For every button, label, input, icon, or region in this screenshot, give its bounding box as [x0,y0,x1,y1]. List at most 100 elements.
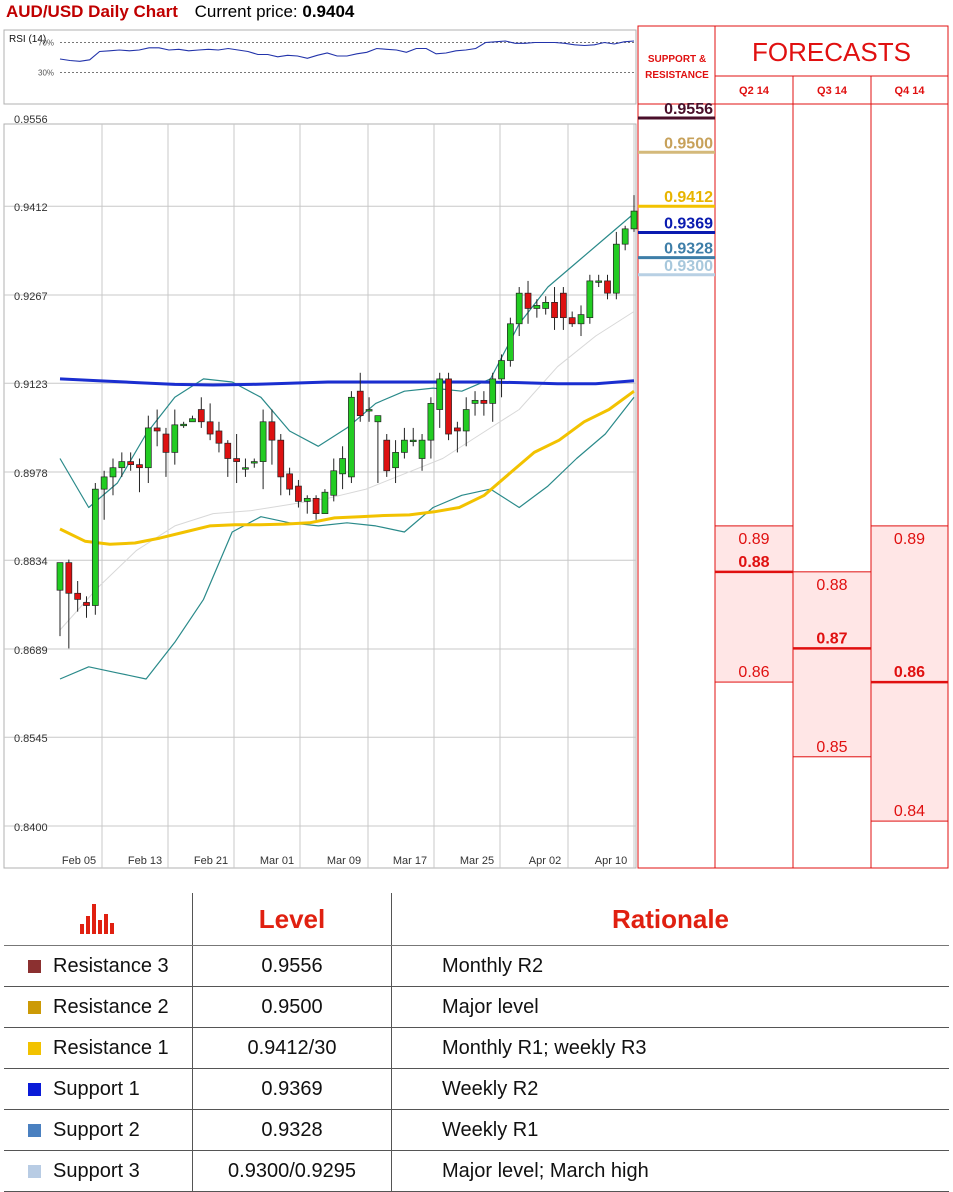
color-swatch [28,1082,41,1096]
row-level: 0.9328 [192,1109,392,1151]
candle-body [268,421,276,441]
forecast-low-label: 0.84 [894,803,925,820]
row-name: Support 3 [53,1159,140,1182]
candle-body [303,497,311,502]
y-tick-label: 0.9412 [14,202,48,214]
candle-body [586,280,594,319]
y-tick-label: 0.9267 [14,291,48,303]
sr-header: RESISTANCE [645,70,709,81]
candle-body [197,409,205,423]
sr-level-label: 0.9412 [664,189,713,206]
candle-body [630,210,638,230]
chart-logo [4,893,193,946]
color-swatch [28,1164,41,1178]
rationale-header: Rationale [391,893,949,946]
forecast-range [792,571,872,758]
rsi-70-label: 70% [38,39,54,48]
x-tick-label: Mar 17 [393,855,427,867]
price-chart: 0.9556 0.9412 0.9267 0.9123 0.8978 0.8834 0.86… [3,114,638,869]
x-tick-label: Feb 05 [62,855,96,867]
candle-body [330,470,338,496]
rsi-panel: RSI (14)70% 30% [3,29,637,105]
candle-body [250,461,258,464]
candle-body [462,409,470,432]
candle-body [180,423,187,427]
candle-body [480,399,488,404]
forecast-low-label: 0.86 [738,664,769,681]
price-value: 0.9404 [302,2,355,21]
candle-body [383,439,391,472]
candle-body [568,317,576,325]
color-swatch [28,1000,41,1014]
table-row: Support 3 0.9300/0.9295 Major level; Mar… [4,1150,949,1192]
y-tick-label: 0.8978 [14,468,48,480]
forecast-mid-label: 0.86 [894,664,925,681]
candle-body [418,439,426,459]
candle-body [445,378,452,435]
candle-body [533,305,541,309]
candle-body [595,280,603,283]
candle-body [242,467,249,470]
candle-body [74,592,82,600]
plot-area [3,123,637,869]
ma200-line [59,377,635,387]
candle-body [162,433,170,453]
bollinger-upper-line [59,213,635,509]
candle-body [409,439,417,443]
candle-body [83,602,90,606]
row-level: 0.9369 [192,1068,392,1110]
candle-body [295,485,302,502]
candle-body [392,452,399,469]
row-name: Support 1 [53,1077,140,1100]
row-rationale: Weekly R1 [391,1109,949,1151]
x-tick-label: Apr 02 [529,855,561,867]
rsi-label: RSI (14) [9,34,46,45]
candle-body [277,439,285,478]
row-name: Resistance 2 [53,995,169,1018]
y-tick-label: 0.8545 [14,733,48,745]
candle-body [339,458,346,475]
y-tick-label: 0.9556 [14,114,48,126]
candle-body [356,390,364,417]
x-tick-label: Feb 21 [194,855,228,867]
candle-body [233,458,240,462]
sr-level-label: 0.9369 [664,216,713,233]
candle-body [144,427,152,469]
x-tick-label: Mar 09 [327,855,361,867]
forecast-high-label: 0.88 [816,577,847,594]
row-name: Support 2 [53,1118,140,1141]
ma50-line [59,389,635,546]
candle-body [471,399,479,404]
candle-body [489,378,497,404]
color-swatch [28,1041,41,1055]
chart-title: AUD/USD Daily Chart [6,2,178,21]
candle-body [374,415,382,423]
levels-table: Level Rationale Resistance 3 0.9556 Mont… [4,893,949,1192]
color-swatch [28,1123,41,1137]
row-level: 0.9500 [192,986,392,1028]
candle-body [604,280,611,294]
candle-body [171,424,179,453]
rsi-line [59,40,635,62]
forecast-low-label: 0.85 [816,739,847,756]
candle-body [118,461,126,469]
candle-body [56,562,64,591]
bar-chart-icon [80,902,116,936]
row-rationale: Monthly R2 [391,945,949,987]
forecast-panel: SUPPORT & RESISTANCE FORECASTS Q2 14 0.89 0.8… [637,25,949,869]
x-tick-label: Apr 10 [595,855,627,867]
color-swatch [28,959,41,973]
x-tick-label: Feb 13 [128,855,162,867]
candle-body [612,243,620,294]
candle-body [136,464,143,469]
table-row: Resistance 3 0.9556 Monthly R2 [4,945,949,987]
candle-body [365,409,373,412]
candle-body [153,427,161,432]
forecast-range [870,525,949,822]
forecast-mid-label: 0.87 [816,630,847,647]
candle-body [65,562,73,594]
candle-body [91,488,99,606]
candle-body [551,301,558,319]
candle-body [259,421,267,462]
candle-body [436,378,444,410]
